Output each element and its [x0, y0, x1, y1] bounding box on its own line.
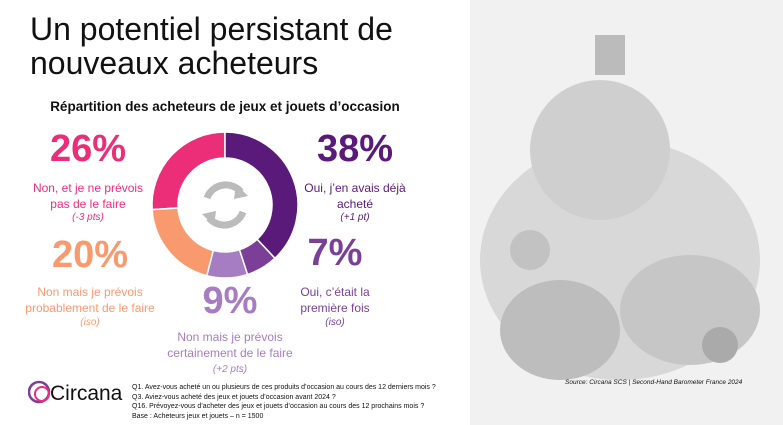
change-label: (iso)	[80, 317, 100, 328]
donut-segment	[151, 131, 226, 211]
category-label: Non, et je ne prévois pas de le faire	[32, 181, 144, 211]
logo: Circana.	[28, 380, 123, 405]
category-label: Non mais je prévois certainement de le f…	[167, 330, 293, 360]
question-line: Q1. Avez-vous acheté un ou plusieurs de …	[132, 384, 436, 391]
category-label: Oui, c’était la première fois	[300, 285, 370, 315]
donut-chart	[151, 131, 299, 279]
question-line: Base : Acheteurs jeux et jouets – n = 15…	[132, 412, 264, 420]
slide-title: Un potentiel persistant de nouveaux ache…	[30, 11, 393, 81]
recycle-icon	[202, 181, 248, 229]
category-label: Oui, j’en avais déjà acheté	[304, 181, 406, 211]
change-label: (iso)	[325, 317, 345, 328]
toy-photo	[470, 0, 783, 425]
value-label: 38%	[316, 128, 394, 170]
change-label: (+2 pts)	[212, 364, 248, 375]
value-label: 26%	[49, 128, 127, 170]
chart-title: Répartition des acheteurs de jeux et jou…	[50, 99, 400, 114]
donut-segment	[224, 131, 299, 260]
questions: Q1. Avez-vous acheté un ou plusieurs de …	[132, 383, 436, 421]
category-label: Non mais je prévois probablement de le f…	[25, 285, 155, 315]
question-line: Q3. Aviez-vous acheté des jeux et jouets…	[132, 393, 336, 401]
value-label: 20%	[51, 234, 129, 276]
donut-segment	[205, 248, 249, 279]
logo-text: Circana.	[50, 382, 123, 405]
donut-segment	[151, 207, 215, 277]
donut-segment	[238, 238, 277, 276]
change-label: (-3 pts)	[72, 212, 104, 223]
question-line: Q16. Prévoyez-vous d’acheter des jeux et…	[132, 403, 425, 410]
value-label: 9%	[202, 280, 258, 322]
value-label: 7%	[307, 232, 363, 274]
source: Source: Circana SCS | Second-Hand Barome…	[565, 379, 743, 386]
change-label: (+1 pt)	[340, 212, 370, 223]
